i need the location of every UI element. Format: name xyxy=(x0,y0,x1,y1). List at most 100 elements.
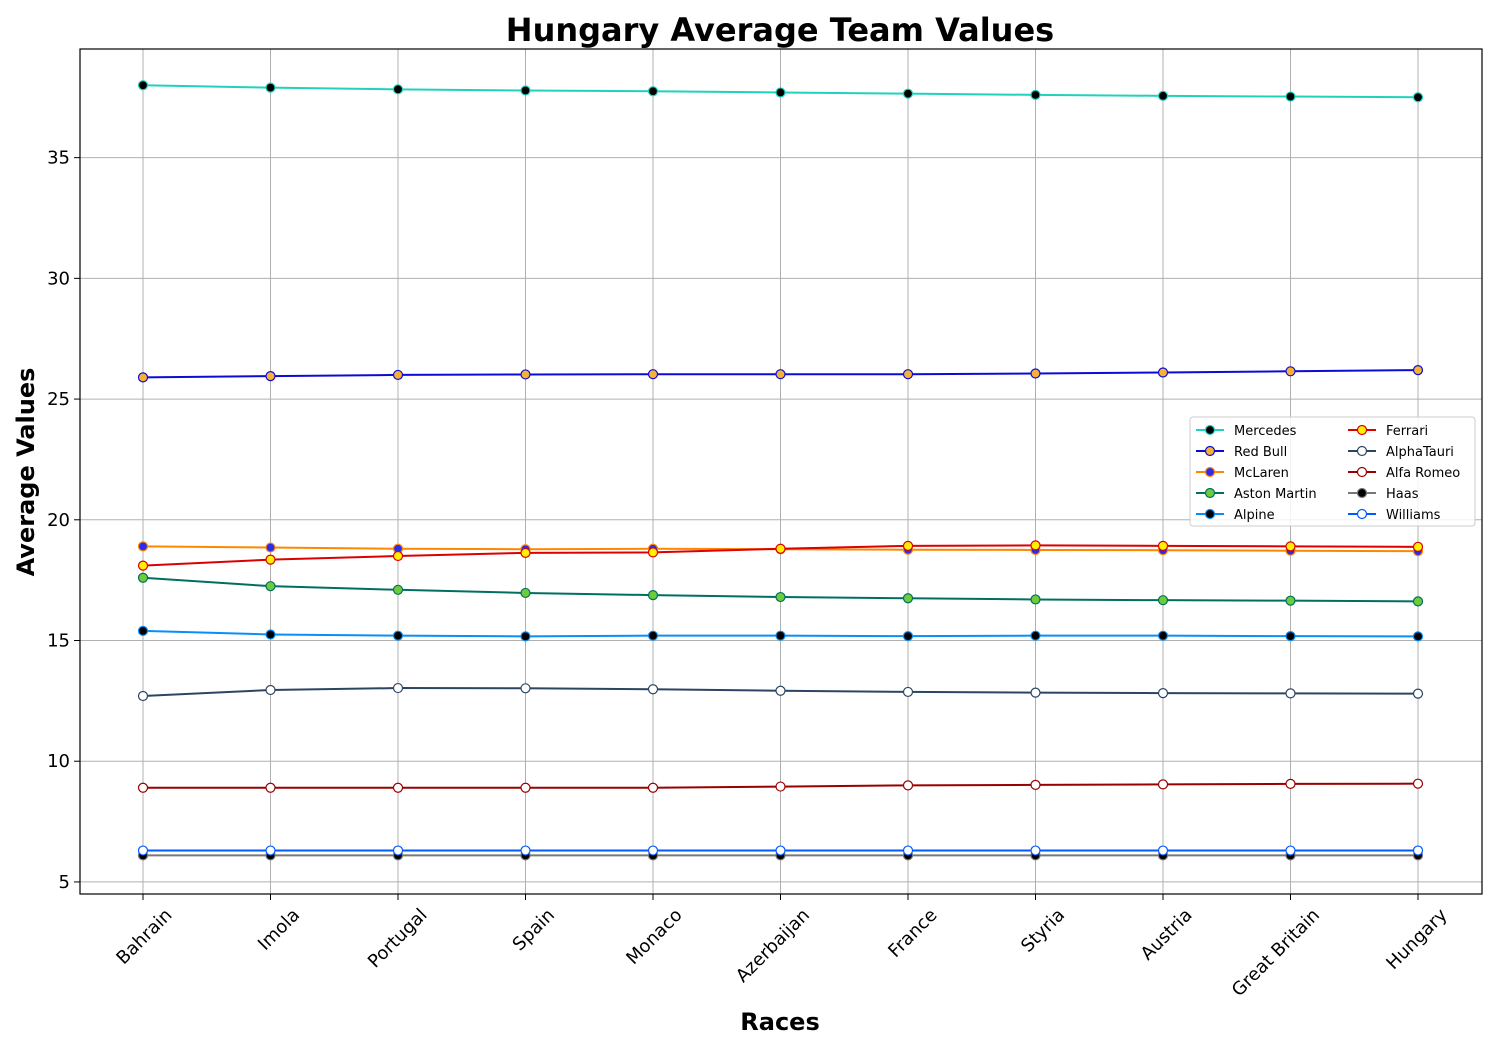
data-point xyxy=(902,593,914,604)
data-point xyxy=(520,85,531,96)
data-point xyxy=(520,547,531,558)
data-point xyxy=(265,554,276,565)
data-point xyxy=(265,581,276,592)
data-point xyxy=(1030,540,1041,551)
data-point xyxy=(1412,365,1424,376)
data-point xyxy=(392,584,404,595)
data-point xyxy=(392,845,404,856)
legend-swatch-marker xyxy=(1356,508,1368,520)
data-point xyxy=(775,781,786,792)
legend-swatch-marker xyxy=(1356,445,1368,457)
data-point xyxy=(1030,630,1041,641)
data-point xyxy=(647,630,659,641)
data-point xyxy=(775,591,786,603)
y-axis-ticks: 5 10 15 20 25 30 35 xyxy=(47,148,80,893)
data-point xyxy=(392,550,404,562)
legend-label: Mercedes xyxy=(1234,424,1297,439)
data-point xyxy=(1030,779,1041,790)
x-tick-label: Imola xyxy=(254,905,304,955)
series-alphatauri xyxy=(137,682,1424,702)
data-point xyxy=(137,372,149,383)
data-point xyxy=(647,782,659,793)
data-point xyxy=(137,782,149,793)
data-point xyxy=(265,371,276,382)
legend-label: AlphaTauri xyxy=(1386,445,1454,460)
x-tick-label: Azerbaijan xyxy=(732,905,814,987)
x-tick-label: Bahrain xyxy=(112,905,176,969)
x-tick-label: Monaco xyxy=(622,905,686,969)
data-point xyxy=(1285,91,1296,102)
series-alpine xyxy=(137,625,1424,642)
data-point xyxy=(775,543,786,554)
data-point xyxy=(137,845,149,856)
legend-item: Red Bull xyxy=(1196,445,1287,460)
data-point xyxy=(1030,594,1041,605)
data-point xyxy=(902,845,914,856)
data-point xyxy=(520,369,531,380)
data-point xyxy=(1285,845,1296,856)
legend-item: Alfa Romeo xyxy=(1348,466,1460,481)
legend-label: Williams xyxy=(1386,508,1441,523)
y-tick-label: 25 xyxy=(47,389,70,410)
data-point xyxy=(520,631,531,642)
x-tick-label: France xyxy=(884,905,941,962)
legend-label: McLaren xyxy=(1234,466,1289,481)
data-point xyxy=(902,88,914,99)
data-point xyxy=(392,782,404,793)
data-point xyxy=(775,630,786,641)
data-point xyxy=(902,686,914,698)
data-point xyxy=(265,629,276,640)
legend-label: Red Bull xyxy=(1234,445,1287,460)
data-point xyxy=(1157,540,1169,551)
chart-title: Hungary Average Team Values xyxy=(506,11,1054,49)
x-tick-label: Spain xyxy=(509,905,559,955)
data-point xyxy=(1157,779,1169,790)
legend-item: Aston Martin xyxy=(1196,487,1317,502)
data-point xyxy=(1030,368,1041,379)
series-mercedes xyxy=(137,80,1424,103)
legend-item: Williams xyxy=(1348,508,1441,523)
legend-item: Mercedes xyxy=(1196,424,1297,439)
legend-swatch-marker xyxy=(1204,466,1216,478)
data-point xyxy=(1157,630,1169,641)
data-point xyxy=(775,685,786,696)
data-point xyxy=(1285,541,1296,552)
x-tick-label: Austria xyxy=(1137,905,1197,965)
legend-item: Alpine xyxy=(1196,508,1275,523)
data-point xyxy=(137,625,149,636)
y-tick-label: 5 xyxy=(59,872,70,893)
data-point xyxy=(647,369,659,380)
data-point xyxy=(902,540,914,551)
data-point xyxy=(1157,845,1169,856)
data-point xyxy=(392,630,404,641)
legend-swatch-marker xyxy=(1204,508,1216,520)
x-tick-label: Styria xyxy=(1017,905,1069,957)
legend-label: Alfa Romeo xyxy=(1386,466,1460,481)
data-point xyxy=(1412,688,1424,699)
legend-swatch-marker xyxy=(1356,466,1368,478)
data-point xyxy=(1157,595,1169,606)
x-axis-ticks: Bahrain Imola Portugal Spain Monaco Azerbaija… xyxy=(112,894,1452,1001)
data-point xyxy=(520,782,531,793)
x-tick-label: Great Britain xyxy=(1228,905,1324,1001)
data-point xyxy=(1412,92,1424,103)
x-axis-label: Races xyxy=(740,1008,819,1036)
legend-label: Alpine xyxy=(1234,508,1275,523)
legend: Mercedes Red Bull McLaren Aston Martin Alpin… xyxy=(1189,416,1476,527)
legend-item: AlphaTauri xyxy=(1348,445,1454,460)
data-point xyxy=(1412,631,1424,642)
data-point xyxy=(265,782,276,793)
data-point xyxy=(265,542,276,553)
legend-label: Ferrari xyxy=(1386,424,1428,439)
data-point xyxy=(1285,631,1296,642)
series-layer xyxy=(137,80,1424,861)
legend-swatch-marker xyxy=(1356,487,1368,499)
legend-swatch-marker xyxy=(1204,487,1216,499)
legend-box xyxy=(1189,416,1476,527)
data-point xyxy=(137,560,149,571)
data-point xyxy=(137,572,149,583)
data-point xyxy=(265,82,276,93)
legend-label: Haas xyxy=(1386,487,1419,502)
data-point xyxy=(1030,89,1041,100)
